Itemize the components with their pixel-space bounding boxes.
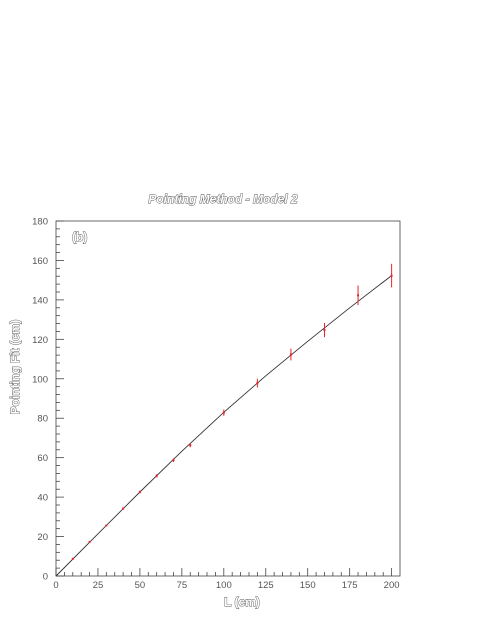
y-tick-label: 160 [32, 256, 48, 267]
x-tick-label: 0 [53, 580, 58, 591]
y-tick-label: 40 [37, 493, 48, 504]
data-point [155, 474, 158, 478]
data-point [105, 524, 108, 527]
data-point [172, 458, 175, 463]
data-point [323, 322, 326, 338]
point-marker [289, 353, 292, 356]
data-point [390, 263, 393, 288]
data-point [138, 490, 141, 494]
point-marker [189, 444, 192, 447]
x-tick-label: 150 [300, 580, 316, 591]
y-tick-label: 180 [32, 217, 48, 228]
point-marker [256, 382, 259, 385]
point-marker [172, 459, 175, 462]
y-tick-label: 0 [43, 572, 48, 583]
y-tick-label: 140 [32, 295, 48, 306]
y-axis-label: Pointing Fit (cm) [8, 320, 22, 415]
x-tick-label: 175 [342, 580, 358, 591]
x-tick-label: 75 [177, 580, 188, 591]
data-point [122, 507, 125, 510]
y-tick-label: 80 [37, 414, 48, 425]
data-point [71, 557, 74, 560]
y-tick-label: 60 [37, 453, 48, 464]
point-marker [88, 540, 91, 543]
data-points [71, 263, 393, 560]
y-tick-label: 20 [37, 532, 48, 543]
x-tick-label: 125 [258, 580, 274, 591]
x-tick-label: 50 [135, 580, 146, 591]
fit-line [55, 275, 392, 577]
x-tick-label: 25 [93, 580, 104, 591]
point-marker [357, 294, 360, 297]
data-point [88, 540, 91, 543]
point-marker [323, 329, 326, 332]
y-tick-label: 100 [32, 374, 48, 385]
data-point [189, 443, 192, 448]
point-marker [390, 274, 393, 277]
y-axis-ticks: 0 20 40 60 80 100 120 140 160 180 [32, 217, 64, 583]
data-point [289, 348, 292, 361]
y-tick-label: 120 [32, 335, 48, 346]
chart-title: Pointing Method - Model 2 [148, 192, 298, 206]
panel-label: (b) [72, 230, 87, 244]
x-axis-label: L (cm) [224, 595, 260, 609]
x-tick-label: 200 [384, 580, 400, 591]
x-axis-ticks: 0 25 50 75 100 125 150 175 200 [53, 568, 400, 591]
point-marker [71, 557, 74, 560]
point-marker [105, 524, 108, 527]
data-point [256, 378, 259, 388]
data-point [357, 285, 360, 306]
point-marker [122, 507, 125, 510]
x-tick-label: 100 [216, 580, 232, 591]
point-marker [222, 411, 225, 414]
data-point [222, 409, 225, 416]
plot-frame [55, 220, 401, 577]
point-marker [138, 490, 141, 493]
point-marker [155, 474, 158, 477]
